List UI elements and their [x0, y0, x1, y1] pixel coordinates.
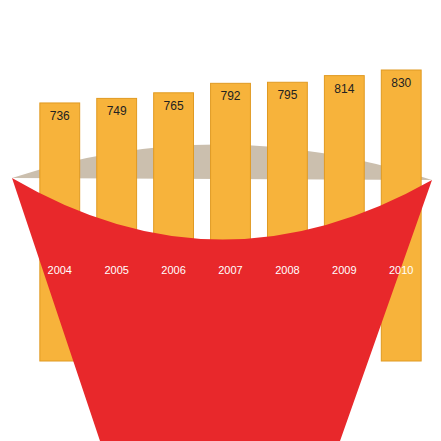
category-label: 2007	[218, 264, 242, 276]
category-label: 2009	[332, 264, 356, 276]
data-label: 792	[220, 89, 240, 103]
chart: 2004 2005 2006 2007 2008 2009 2010 736 749 765 792…	[0, 0, 441, 441]
data-label: 736	[50, 109, 70, 123]
category-label: 2010	[389, 264, 413, 276]
category-label: 2005	[104, 264, 128, 276]
data-labels: 736 749 765 792 795 814 830	[50, 76, 412, 123]
container-front	[12, 178, 432, 441]
category-label: 2008	[275, 264, 299, 276]
category-labels: 2004 2005 2006 2007 2008 2009 2010	[48, 264, 414, 276]
data-label: 749	[107, 104, 127, 118]
data-label: 765	[164, 99, 184, 113]
data-label: 795	[277, 88, 297, 102]
data-label: 814	[334, 82, 354, 96]
category-label: 2004	[48, 264, 72, 276]
category-label: 2006	[161, 264, 185, 276]
data-label: 830	[391, 76, 411, 90]
